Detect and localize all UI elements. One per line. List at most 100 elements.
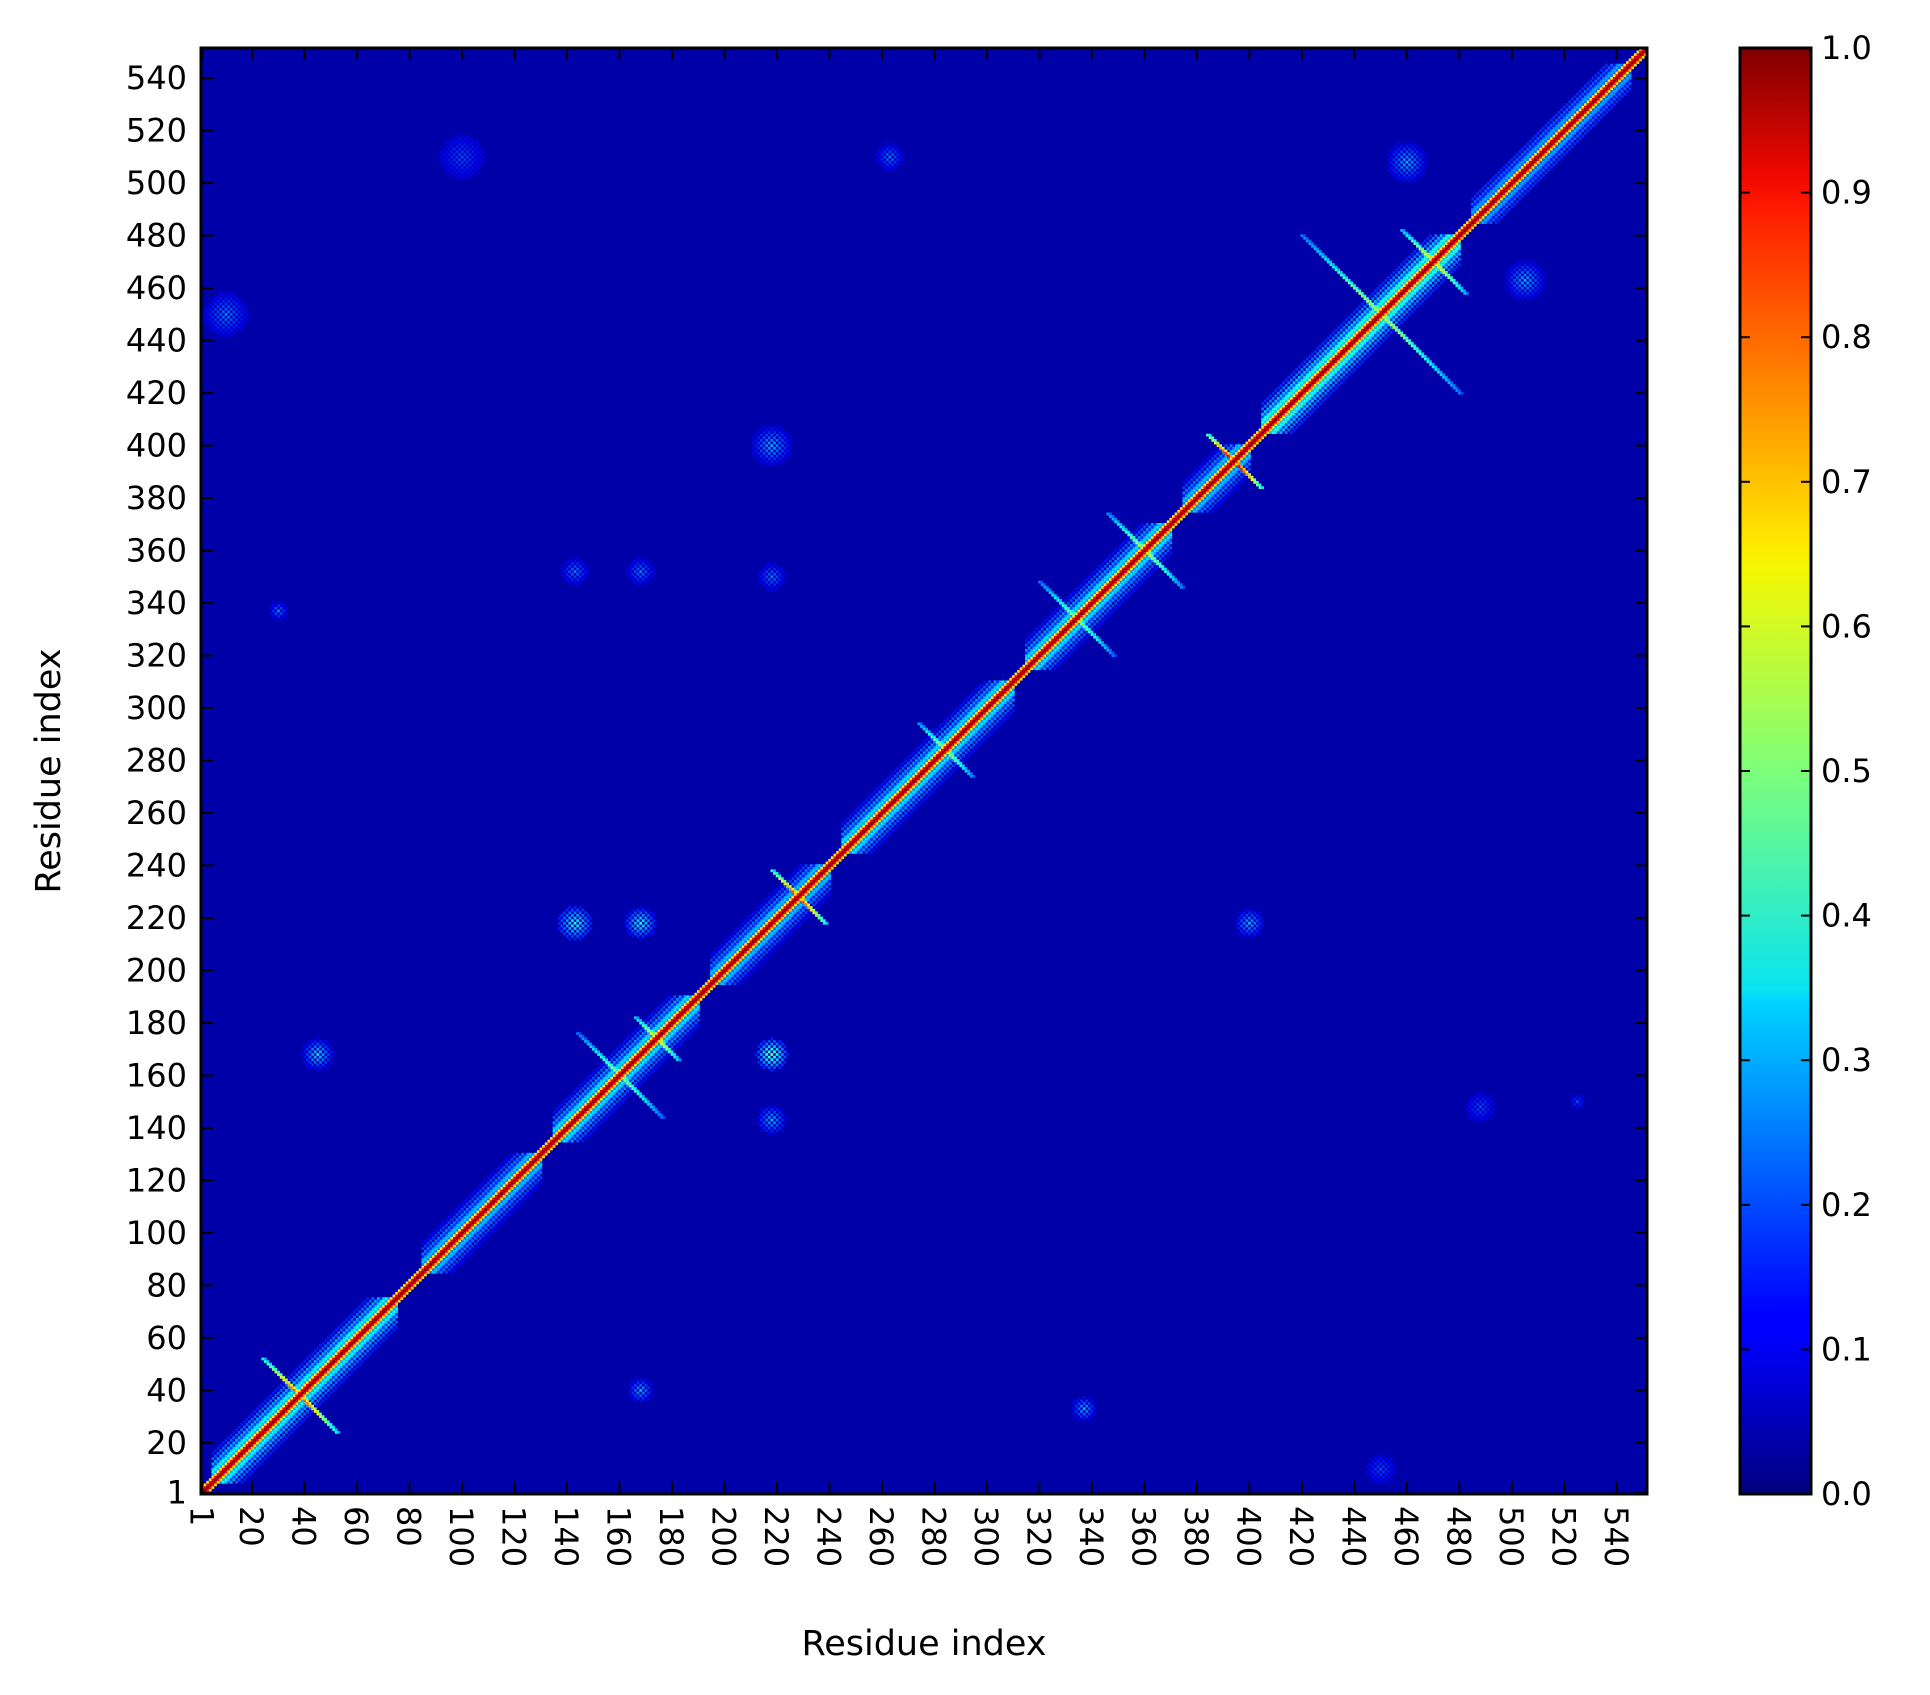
heatmap-cell <box>1216 467 1220 471</box>
heatmap-cell <box>1337 336 1341 340</box>
heatmap-cell <box>788 893 792 896</box>
heatmap-cell <box>880 798 884 802</box>
heatmap-cell <box>295 1381 299 1384</box>
heatmap-cell <box>778 924 782 928</box>
heatmap-cell <box>1161 546 1165 550</box>
heatmap-cell <box>1329 378 1333 382</box>
heatmap-cell <box>1119 583 1123 587</box>
heatmap-cell <box>455 1223 459 1227</box>
heatmap-cell <box>581 1102 585 1106</box>
heatmap-cell <box>649 1013 653 1017</box>
heatmap-cell <box>872 806 876 810</box>
heatmap-cell <box>531 1152 535 1156</box>
heatmap-cell <box>770 935 774 938</box>
heatmap-cell <box>906 774 910 778</box>
heatmap-cell <box>988 690 992 694</box>
heatmap-cell <box>733 971 737 975</box>
heatmap-cell <box>1156 554 1160 558</box>
heatmap-cell <box>878 830 881 833</box>
heatmap-cell <box>883 832 887 836</box>
heatmap-cell <box>466 1255 469 1258</box>
heatmap-cell <box>670 1008 674 1012</box>
heatmap-cell <box>964 719 968 723</box>
heatmap-cell <box>807 877 810 881</box>
heatmap-cell <box>505 1210 509 1214</box>
heatmap-cell <box>279 1431 283 1434</box>
heatmap-cell <box>1090 614 1094 618</box>
heatmap-cell <box>500 1173 503 1177</box>
heatmap-cell <box>389 1331 393 1335</box>
heatmap-cell <box>812 898 816 902</box>
heatmap-cell <box>615 1095 619 1098</box>
heatmap-cell <box>728 953 732 957</box>
heatmap-cell <box>1232 473 1236 476</box>
heatmap-cell <box>1059 625 1062 629</box>
heatmap-cell <box>1061 643 1065 647</box>
heatmap-cell <box>607 1066 611 1069</box>
heatmap-cell <box>1342 365 1346 369</box>
heatmap-cell <box>736 927 740 930</box>
heatmap-cell <box>1290 425 1293 429</box>
heatmap-cell <box>242 1431 246 1434</box>
heatmap-cell <box>1098 578 1102 581</box>
heatmap-cell <box>933 743 936 747</box>
heatmap-cell <box>1303 418 1306 421</box>
heatmap-cell <box>631 1053 635 1056</box>
heatmap-cell <box>592 1092 595 1096</box>
heatmap-cell <box>1339 323 1343 327</box>
heatmap-cell <box>240 1438 244 1442</box>
heatmap-cell <box>657 1024 661 1028</box>
heatmap-cell <box>329 1352 333 1356</box>
heatmap-cell <box>355 1349 359 1353</box>
heatmap-cell <box>326 1389 330 1392</box>
heatmap-cell <box>1043 664 1047 668</box>
heatmap-cell <box>851 811 855 815</box>
heatmap-cell <box>788 879 792 883</box>
heatmap-cell <box>471 1205 475 1209</box>
heatmap-cell <box>783 916 787 920</box>
heatmap-cell <box>366 1302 370 1306</box>
heatmap-cell <box>578 1105 582 1109</box>
heatmap-cell <box>1119 591 1123 594</box>
heatmap-cell <box>1321 389 1325 392</box>
heatmap-cell <box>631 1076 635 1080</box>
heatmap-cell <box>731 932 734 936</box>
heatmap-cell <box>778 898 782 902</box>
heatmap-cell <box>738 942 742 946</box>
heatmap-cell <box>906 803 910 807</box>
heatmap-cell <box>565 1102 569 1106</box>
heatmap-cell <box>1347 357 1351 361</box>
heatmap-cell <box>1324 383 1327 387</box>
heatmap-cell <box>883 795 887 799</box>
heatmap-cell <box>1363 357 1367 361</box>
heatmap-cell <box>303 1375 307 1379</box>
heatmap-cell <box>1080 601 1083 605</box>
heatmap-cell <box>799 864 803 867</box>
heatmap-cell <box>221 1462 225 1466</box>
heatmap-cell <box>355 1365 359 1369</box>
heatmap-cell <box>468 1236 472 1240</box>
heatmap-cell <box>492 1186 496 1190</box>
heatmap-cell <box>985 719 989 723</box>
heatmap-cell <box>1263 418 1267 421</box>
heatmap-cell <box>324 1357 328 1361</box>
heatmap-cell <box>655 1021 658 1025</box>
heatmap-cell <box>1095 585 1099 589</box>
heatmap-cell <box>1046 627 1049 631</box>
heatmap-cell <box>620 1095 624 1098</box>
heatmap-cell <box>909 811 913 815</box>
heatmap-cell <box>1085 599 1089 602</box>
heatmap-cell <box>258 1452 262 1455</box>
heatmap-cell <box>452 1228 456 1232</box>
heatmap-cell <box>1077 627 1081 631</box>
heatmap-cell <box>655 1026 658 1030</box>
heatmap-cell <box>1067 643 1070 647</box>
heatmap-cell <box>922 740 926 744</box>
heatmap-cell <box>392 1315 396 1319</box>
heatmap-cell <box>922 793 926 797</box>
heatmap-cell <box>967 735 971 739</box>
heatmap-cell <box>964 714 968 718</box>
heatmap-cell <box>1137 567 1141 571</box>
heatmap-cell <box>1025 654 1028 657</box>
heatmap-cell <box>1153 530 1157 534</box>
